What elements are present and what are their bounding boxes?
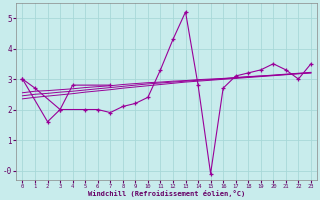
X-axis label: Windchill (Refroidissement éolien,°C): Windchill (Refroidissement éolien,°C) <box>88 190 245 197</box>
